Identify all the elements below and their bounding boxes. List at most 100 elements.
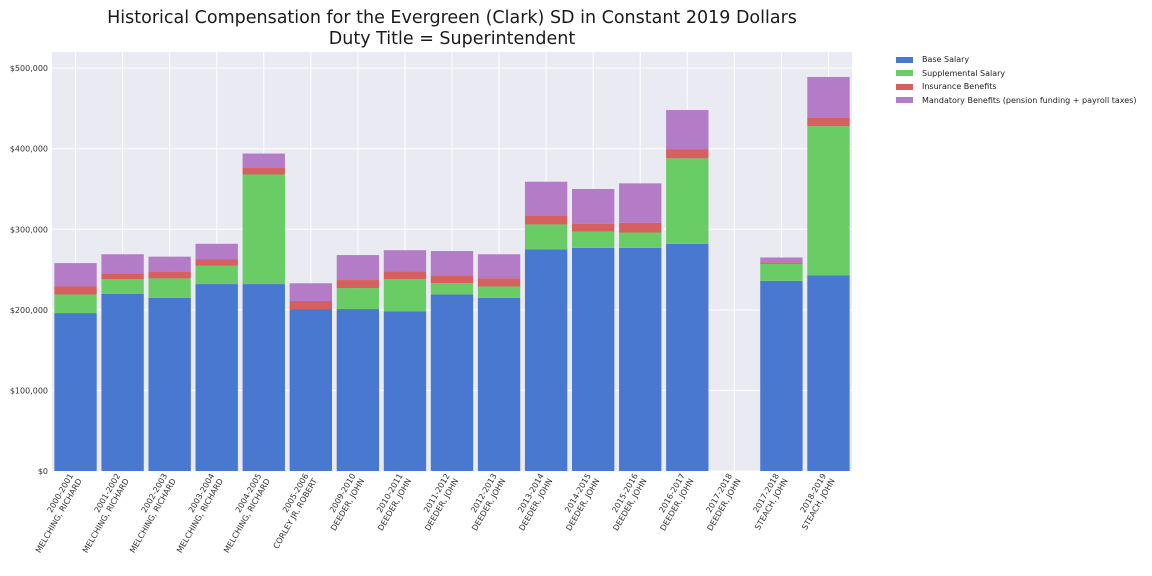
- legend-swatch-supplemental-salary: [896, 70, 913, 77]
- bar-segment-mandatory-benefits: [336, 255, 380, 281]
- y-tick-label: $300,000: [10, 225, 48, 234]
- bar-segment-supplemental-salary: [383, 279, 427, 312]
- bar-segment-mandatory-benefits: [242, 153, 285, 169]
- bar-segment-insurance-benefits: [101, 273, 144, 280]
- legend-swatch-mandatory-benefits: [896, 97, 913, 104]
- bar-segment-insurance-benefits: [760, 262, 803, 264]
- bar-segment-insurance-benefits: [524, 215, 568, 225]
- legend-label: Insurance Benefits: [922, 82, 997, 92]
- chart-title-line1: Historical Compensation for the Evergree…: [107, 8, 797, 28]
- y-tick-label: $500,000: [10, 64, 48, 73]
- bar-segment-insurance-benefits: [242, 168, 285, 175]
- bar-segment-mandatory-benefits: [54, 263, 97, 287]
- bar-segment-mandatory-benefits: [148, 256, 191, 272]
- bar-segment-supplemental-salary: [807, 126, 850, 276]
- bar-segment-base-salary: [666, 243, 709, 471]
- bar-segment-supplemental-salary: [666, 158, 709, 244]
- bar-segment-supplemental-salary: [760, 263, 803, 281]
- bar-segment-base-salary: [101, 293, 144, 471]
- bar-segment-insurance-benefits: [148, 271, 191, 279]
- bar-segment-mandatory-benefits: [477, 254, 521, 279]
- legend-item-insurance-benefits: Insurance Benefits: [896, 80, 1136, 94]
- bar-segment-base-salary: [524, 249, 568, 471]
- bar-segment-mandatory-benefits: [430, 251, 474, 276]
- bar-segment-supplemental-salary: [336, 288, 380, 310]
- bar-segment-insurance-benefits: [195, 259, 238, 266]
- y-tick-label: $100,000: [10, 386, 48, 395]
- bar-segment-supplemental-salary: [242, 174, 285, 285]
- bar-segment-base-salary: [760, 280, 803, 471]
- bar-segment-base-salary: [336, 309, 380, 471]
- bar-segment-supplemental-salary: [572, 231, 615, 248]
- bar-segment-supplemental-salary: [195, 265, 238, 285]
- bar-segment-insurance-benefits: [477, 278, 521, 287]
- bar-segment-supplemental-salary: [148, 278, 191, 298]
- bar-segment-mandatory-benefits: [195, 243, 238, 260]
- bar-segment-base-salary: [430, 294, 474, 471]
- bar-segment-mandatory-benefits: [101, 254, 144, 274]
- bar-segment-mandatory-benefits: [289, 283, 332, 301]
- bar-segment-supplemental-salary: [619, 232, 662, 248]
- bar-segment-insurance-benefits: [289, 300, 332, 310]
- bar-segment-mandatory-benefits: [572, 188, 615, 224]
- bar-segment-insurance-benefits: [666, 149, 709, 159]
- bar-segment-supplemental-salary: [430, 283, 474, 295]
- chart-title-line2: Duty Title = Superintendent: [328, 29, 576, 49]
- bar-segment-mandatory-benefits: [383, 250, 427, 272]
- bar-segment-base-salary: [195, 284, 238, 471]
- bar-segment-insurance-benefits: [572, 223, 615, 232]
- bar-segment-base-salary: [477, 297, 521, 471]
- bar-segment-insurance-benefits: [619, 222, 662, 233]
- bar-segment-insurance-benefits: [383, 271, 427, 280]
- bar-segment-base-salary: [148, 297, 191, 471]
- bar-segment-mandatory-benefits: [760, 257, 803, 263]
- bar-segment-base-salary: [54, 313, 97, 471]
- y-tick-label: $0: [38, 467, 48, 476]
- legend-item-supplemental-salary: Supplemental Salary: [896, 67, 1136, 81]
- legend: Base Salary Supplemental Salary Insuranc…: [896, 53, 1136, 107]
- legend-label: Mandatory Benefits (pension funding + pa…: [922, 95, 1137, 105]
- bar-segment-mandatory-benefits: [619, 183, 662, 223]
- bar-segment-base-salary: [807, 275, 850, 471]
- bar-segment-base-salary: [572, 247, 615, 471]
- legend-label: Supplemental Salary: [922, 68, 1006, 78]
- y-tick-label: $400,000: [10, 145, 48, 154]
- bar-segment-base-salary: [383, 311, 427, 471]
- bar-segment-insurance-benefits: [54, 286, 97, 295]
- legend-swatch-base-salary: [896, 56, 913, 63]
- bar-segment-supplemental-salary: [524, 224, 568, 250]
- bar-segment-mandatory-benefits: [524, 181, 568, 216]
- y-axis-ticks: $0 $100,000 $200,000 $300,000 $400,000 $500,0…: [10, 64, 48, 476]
- legend-item-base-salary: Base Salary: [896, 53, 1136, 67]
- bar-segment-insurance-benefits: [336, 280, 380, 289]
- legend-label: Base Salary: [922, 55, 970, 65]
- bar-segment-mandatory-benefits: [666, 110, 709, 150]
- y-tick-label: $200,000: [10, 306, 48, 315]
- bar-segment-base-salary: [242, 284, 285, 471]
- bar-segment-mandatory-benefits: [807, 76, 850, 118]
- bar-segment-base-salary: [619, 247, 662, 471]
- bar-segment-supplemental-salary: [54, 294, 97, 314]
- legend-item-mandatory-benefits: Mandatory Benefits (pension funding + pa…: [896, 94, 1136, 108]
- bars: [54, 76, 850, 471]
- legend-swatch-insurance-benefits: [896, 83, 913, 90]
- bar-segment-insurance-benefits: [430, 275, 474, 284]
- bar-segment-supplemental-salary: [477, 286, 521, 298]
- bar-segment-supplemental-salary: [101, 279, 144, 294]
- bar-segment-base-salary: [289, 309, 332, 471]
